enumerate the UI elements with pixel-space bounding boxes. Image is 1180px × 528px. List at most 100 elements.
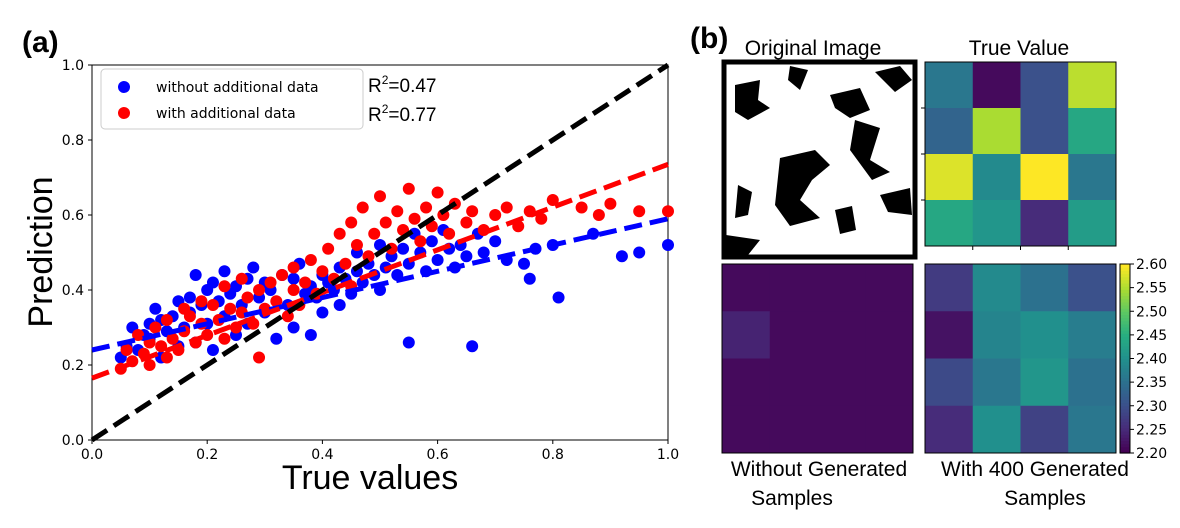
colorbar-segment-46 bbox=[1120, 304, 1130, 309]
colorbar-segment-2 bbox=[1120, 443, 1130, 448]
colorbar-segment-3 bbox=[1120, 440, 1130, 445]
colorbar-segment-45 bbox=[1120, 308, 1130, 312]
point-with-43 bbox=[316, 265, 329, 278]
point-with-79 bbox=[604, 197, 617, 210]
point-without-73 bbox=[431, 254, 444, 266]
with-generated-cell-1-3 bbox=[1068, 311, 1117, 359]
point-with-34 bbox=[270, 295, 283, 308]
point-without-72 bbox=[425, 235, 438, 248]
with-generated-frame bbox=[924, 263, 1117, 454]
legend-marker-without bbox=[118, 81, 130, 93]
point-with-17 bbox=[195, 295, 208, 308]
true-value-cell-3-0 bbox=[925, 200, 974, 247]
colorbar-segment-10 bbox=[1120, 418, 1130, 423]
scatter-panel: 0.0 0.2 0.4 0.6 0.8 1.0 0.0 0.2 0.4 0.6 0.8 1.0 wit… bbox=[22, 58, 679, 497]
point-without-46 bbox=[304, 329, 317, 341]
point-without-79 bbox=[466, 340, 479, 353]
without-generated-cell-3-2 bbox=[817, 405, 866, 454]
x-tick-label-3: 0.6 bbox=[426, 447, 448, 463]
point-with-6 bbox=[143, 359, 156, 371]
x-tick-label-4: 0.8 bbox=[542, 447, 564, 463]
point-without-58 bbox=[356, 276, 369, 289]
true-value-heatmap bbox=[921, 61, 1117, 250]
point-with-8 bbox=[155, 340, 168, 353]
colorbar-segment-41 bbox=[1120, 320, 1130, 325]
true-value-cell-0-3 bbox=[1068, 62, 1117, 109]
y-tick-label-3: 0.6 bbox=[62, 208, 84, 224]
colorbar-segment-24 bbox=[1120, 374, 1130, 378]
point-with-81 bbox=[662, 205, 674, 218]
point-with-48 bbox=[345, 216, 358, 229]
fit-lines-layer bbox=[90, 62, 670, 443]
point-with-75 bbox=[535, 212, 548, 225]
true-value-cell-1-0 bbox=[925, 108, 974, 155]
with-generated-cell-3-3 bbox=[1068, 405, 1117, 454]
point-with-44 bbox=[322, 242, 335, 255]
colorbar-segment-7 bbox=[1120, 427, 1130, 432]
colorbar-segment-35 bbox=[1120, 339, 1130, 344]
colorbar-segment-57 bbox=[1120, 270, 1130, 275]
colorbar-segment-36 bbox=[1120, 336, 1130, 341]
colorbar-segment-52 bbox=[1120, 286, 1130, 290]
colorbar-label-7: 2.55 bbox=[1136, 281, 1167, 297]
legend-label-with: with additional data bbox=[156, 106, 296, 122]
point-with-37 bbox=[287, 284, 300, 296]
colorbar-label-2: 2.30 bbox=[1136, 399, 1167, 415]
with-generated-cell-1-2 bbox=[1020, 311, 1069, 359]
point-with-41 bbox=[304, 254, 317, 266]
with-generated-cell-0-1 bbox=[972, 264, 1021, 312]
y-tick-label-2: 0.4 bbox=[62, 283, 84, 299]
point-without-78 bbox=[460, 250, 473, 263]
point-without-49 bbox=[316, 306, 329, 319]
x-tick-label-2: 0.4 bbox=[311, 447, 333, 463]
point-with-76 bbox=[546, 194, 559, 206]
point-without-85 bbox=[523, 272, 536, 285]
with-generated-cell-1-0 bbox=[925, 311, 974, 359]
true-value-cell-1-1 bbox=[972, 108, 1021, 155]
point-with-80 bbox=[633, 205, 646, 218]
point-with-78 bbox=[592, 209, 605, 221]
with-generated-cell-2-3 bbox=[1068, 358, 1117, 407]
colorbar-segment-14 bbox=[1120, 405, 1130, 410]
with-generated-heatmap bbox=[924, 263, 1117, 454]
colorbar-label-8: 2.60 bbox=[1136, 257, 1167, 273]
point-with-38 bbox=[287, 261, 300, 274]
true-value-cell-0-0 bbox=[925, 62, 974, 109]
original-image-title: Original Image bbox=[745, 37, 882, 60]
point-with-66 bbox=[443, 227, 456, 240]
colorbar-segment-40 bbox=[1120, 323, 1130, 328]
point-with-7 bbox=[149, 321, 162, 334]
point-without-81 bbox=[477, 246, 490, 259]
point-with-46 bbox=[333, 227, 346, 240]
without-generated-heatmap bbox=[721, 263, 914, 454]
with-generated-cell-2-0 bbox=[925, 358, 974, 407]
y-tick-label-5: 1.0 bbox=[62, 58, 84, 74]
colorbar-segment-12 bbox=[1120, 412, 1130, 416]
true-value-cell-0-1 bbox=[972, 62, 1021, 109]
colorbar-segment-1 bbox=[1120, 446, 1130, 451]
with-generated-cell-0-3 bbox=[1068, 264, 1117, 312]
without-generated-cell-1-3 bbox=[865, 311, 914, 359]
point-with-31 bbox=[253, 351, 266, 364]
colorbar-segment-27 bbox=[1120, 364, 1130, 369]
true-value-cell-2-3 bbox=[1068, 154, 1117, 201]
point-with-59 bbox=[402, 182, 415, 195]
legend: without additional data with additional … bbox=[100, 68, 364, 130]
true-value-cell-1-3 bbox=[1068, 108, 1117, 155]
colorbar-segment-6 bbox=[1120, 430, 1130, 435]
true-value-cell-2-2 bbox=[1020, 154, 1069, 201]
colorbar-segment-4 bbox=[1120, 437, 1130, 441]
colorbar-segment-15 bbox=[1120, 402, 1130, 407]
point-without-23 bbox=[206, 344, 219, 356]
colorbar-label-4: 2.40 bbox=[1136, 352, 1167, 368]
point-without-17 bbox=[189, 269, 202, 281]
x-axis-label: True values bbox=[282, 459, 458, 497]
without-generated-cell-0-3 bbox=[865, 264, 914, 312]
with-caption-line2: Samples bbox=[1004, 487, 1086, 510]
original-image bbox=[721, 59, 918, 260]
without-generated-cell-2-3 bbox=[865, 358, 914, 407]
y-tick-label-1: 0.2 bbox=[62, 358, 84, 374]
without-generated-cell-1-0 bbox=[722, 311, 771, 359]
colorbar-segment-8 bbox=[1120, 424, 1130, 429]
true-value-cell-0-2 bbox=[1020, 62, 1069, 109]
